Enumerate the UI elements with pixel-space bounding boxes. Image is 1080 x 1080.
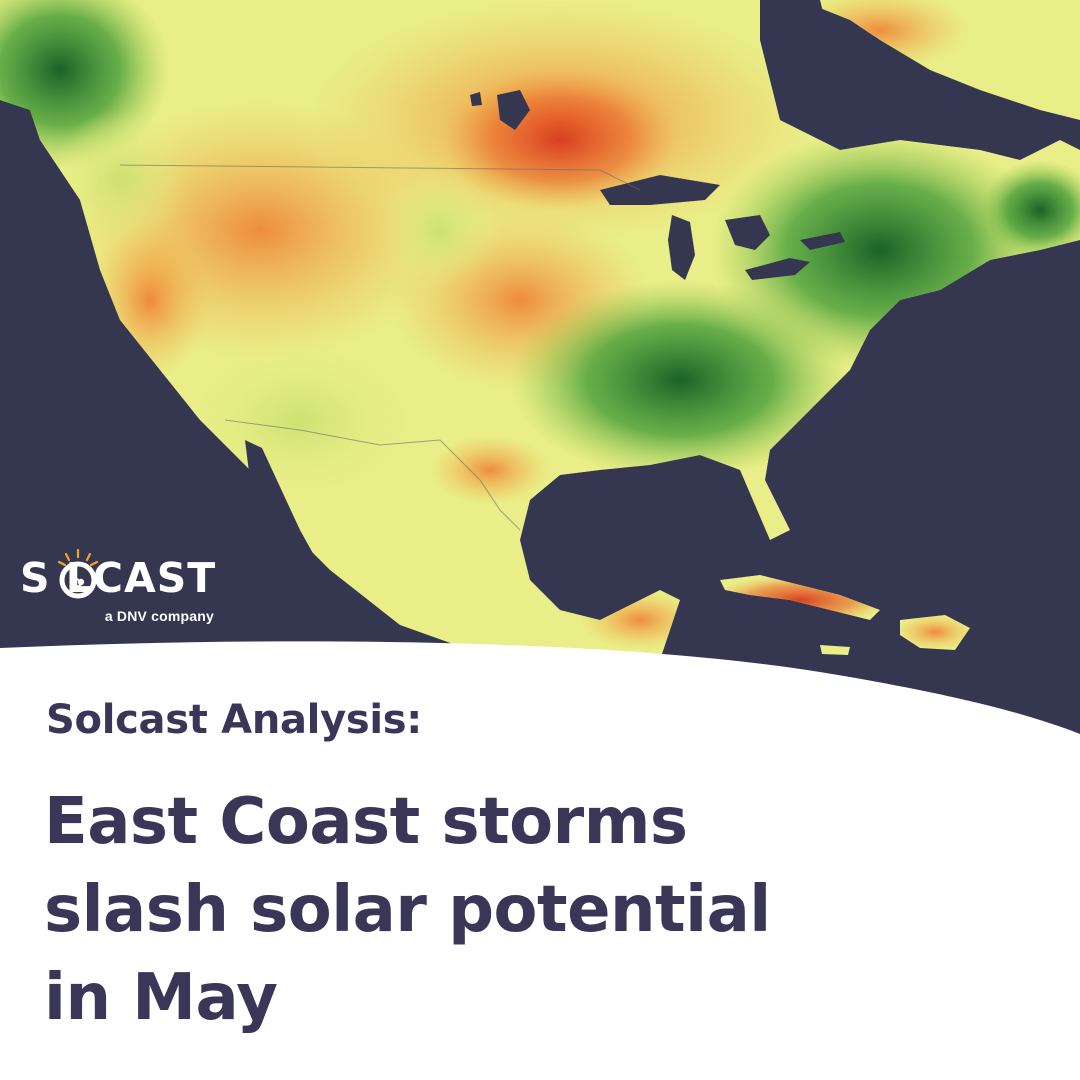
post-headline: East Coast storms slash solar potential …	[44, 778, 1044, 1042]
sun-logo-icon	[57, 548, 99, 599]
headline-line: East Coast storms	[44, 785, 688, 859]
logo-tagline: a DNV company	[104, 608, 214, 624]
headline-line: in May	[44, 961, 278, 1035]
solcast-logo: S LCAST a DNV company	[20, 548, 220, 638]
post-subtitle: Solcast Analysis:	[46, 697, 422, 743]
headline-line: slash solar potential	[44, 873, 771, 947]
solar-anomaly-map	[0, 0, 1080, 760]
logo-wordmark: S LCAST	[20, 554, 217, 602]
